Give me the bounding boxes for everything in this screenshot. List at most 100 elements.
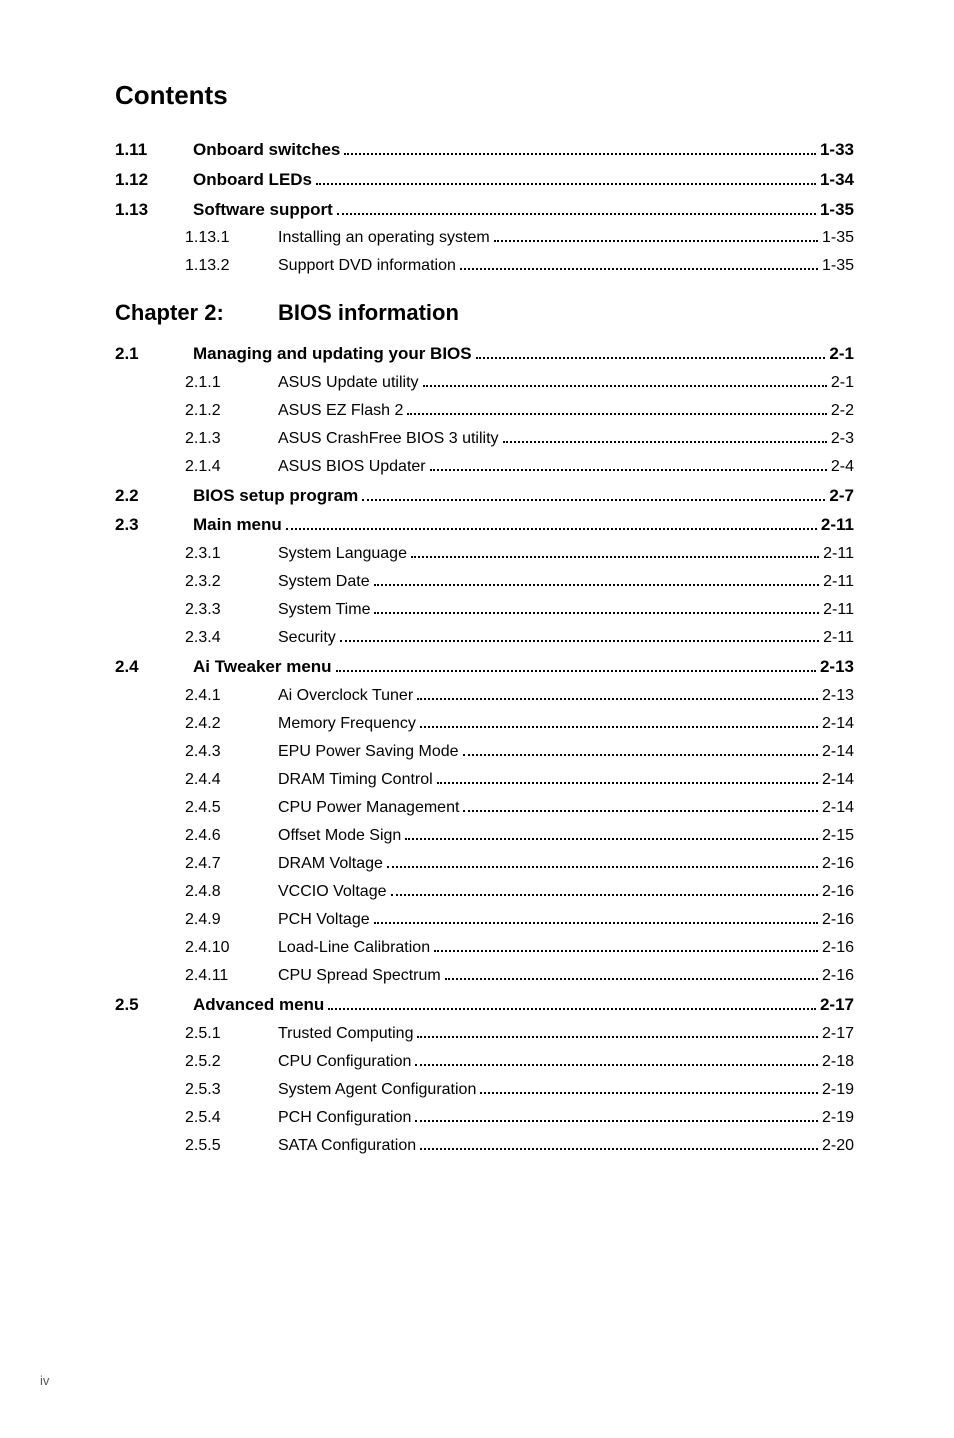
toc-dot-leader <box>437 782 818 784</box>
toc-entry-label: Software support <box>193 195 333 225</box>
toc-dot-leader <box>344 153 816 155</box>
toc-entry: 2.5.4PCH Configuration2-19 <box>115 1104 854 1132</box>
toc-entry-page: 2-7 <box>829 481 854 511</box>
toc-entry-page: 2-15 <box>822 822 854 850</box>
toc-entry-number: 2.4.10 <box>185 934 270 962</box>
toc-entry: 2.1.4ASUS BIOS Updater2-4 <box>115 453 854 481</box>
toc-entry-label: BIOS information <box>278 294 459 333</box>
toc-dot-leader <box>417 1036 818 1038</box>
toc-entry: Chapter 2:BIOS information <box>115 294 854 333</box>
toc-entry-number: 2.4.9 <box>185 906 270 934</box>
toc-entry-page: 2-14 <box>822 794 854 822</box>
toc-entry: 2.1.1ASUS Update utility2-1 <box>115 369 854 397</box>
toc-entry-number: 2.4.3 <box>185 738 270 766</box>
toc-entry: 2.4.11CPU Spread Spectrum2-16 <box>115 962 854 990</box>
toc-dot-leader <box>286 528 817 530</box>
toc-entry: 1.13.2 Support DVD information 1-35 <box>115 252 854 280</box>
toc-entry-number: 2.5.3 <box>185 1076 270 1104</box>
toc-entry-number: 2.5.2 <box>185 1048 270 1076</box>
toc-entry-label: Advanced menu <box>193 990 324 1020</box>
toc-dot-leader <box>316 183 816 185</box>
toc-entry-page: 2-16 <box>822 850 854 878</box>
toc-entry-label: DRAM Timing Control <box>278 766 433 794</box>
toc-entry-label: Main menu <box>193 510 282 540</box>
toc-entry-number: 2.4.6 <box>185 822 270 850</box>
toc-entry-number: 1.13 <box>115 195 185 225</box>
toc-entry: 1.13.1Installing an operating system1-35 <box>115 224 854 252</box>
toc-entry: 2.3.2System Date2-11 <box>115 568 854 596</box>
toc-dot-leader <box>340 640 819 642</box>
toc-entry-page: 2-11 <box>823 596 854 624</box>
toc-dot-leader <box>374 584 820 586</box>
toc-entry-page: 2-11 <box>823 624 854 652</box>
toc-entry-page: 1-35 <box>822 252 854 280</box>
toc-entry-page: 2-16 <box>822 934 854 962</box>
toc-entry-label: EPU Power Saving Mode <box>278 738 459 766</box>
toc-entry: 2.4.9PCH Voltage2-16 <box>115 906 854 934</box>
toc-entry: 2.5.1Trusted Computing2-17 <box>115 1020 854 1048</box>
toc-entry-page: 2-14 <box>822 710 854 738</box>
toc-entry-label: ASUS EZ Flash 2 <box>278 397 403 425</box>
toc-entry-number: 2.4.7 <box>185 850 270 878</box>
toc-entry-number: 1.13.1 <box>185 224 270 252</box>
toc-dot-leader <box>445 978 818 980</box>
toc-entry-label: Support DVD information <box>278 252 456 280</box>
toc-dot-leader <box>430 469 827 471</box>
toc-entry: 1.13Software support1-35 <box>115 195 854 225</box>
toc-entry: 2.4.1Ai Overclock Tuner2-13 <box>115 682 854 710</box>
toc-entry-number: 2.4.5 <box>185 794 270 822</box>
toc-entry-page: 2-17 <box>822 1020 854 1048</box>
toc-entry-number: 2.1.2 <box>185 397 270 425</box>
toc-entry-label: ASUS CrashFree BIOS 3 utility <box>278 425 499 453</box>
toc-entry-label: Trusted Computing <box>278 1020 413 1048</box>
toc-entry: 1.12Onboard LEDs1-34 <box>115 165 854 195</box>
toc-dot-leader <box>415 1120 818 1122</box>
toc-entry-page: 2-19 <box>822 1076 854 1104</box>
toc-entry-number: 2.3 <box>115 510 185 540</box>
toc-entry-page: 2-16 <box>822 962 854 990</box>
toc-entry-number: 2.4.8 <box>185 878 270 906</box>
toc-entry: 1.11Onboard switches1-33 <box>115 135 854 165</box>
toc-dot-leader <box>374 922 818 924</box>
toc-entry-page: 2-1 <box>829 339 854 369</box>
toc-entry-page: 2-11 <box>823 540 854 568</box>
toc-entry: 2.3.3System Time2-11 <box>115 596 854 624</box>
toc-entry-number: 2.4.1 <box>185 682 270 710</box>
toc-entry-number: 2.4 <box>115 652 185 682</box>
toc-entry-label: Ai Overclock Tuner <box>278 682 413 710</box>
toc-entry-label: System Time <box>278 596 370 624</box>
toc-entry-page: 2-14 <box>822 766 854 794</box>
toc-dot-leader <box>480 1092 818 1094</box>
toc-entry: 2.4.6Offset Mode Sign2-15 <box>115 822 854 850</box>
toc-entry-label: Load-Line Calibration <box>278 934 430 962</box>
toc-dot-leader <box>415 1064 818 1066</box>
toc-entry-label: System Language <box>278 540 407 568</box>
toc-entry-label: Security <box>278 624 336 652</box>
toc-entry-page: 2-14 <box>822 738 854 766</box>
toc-entry-number: 1.13.2 <box>185 252 270 280</box>
toc-entry-page: 2-2 <box>831 397 854 425</box>
toc-entry-label: System Date <box>278 568 370 596</box>
toc-entry-label: Installing an operating system <box>278 224 490 252</box>
toc-entry: 2.4.5CPU Power Management2-14 <box>115 794 854 822</box>
toc-entry-number: 2.1.4 <box>185 453 270 481</box>
toc-dot-leader <box>423 385 827 387</box>
toc-entry: 2.1.2 ASUS EZ Flash 2 2-2 <box>115 397 854 425</box>
toc-entry: 2.1Managing and updating your BIOS2-1 <box>115 339 854 369</box>
document-page: Contents 1.11Onboard switches1-331.12Onb… <box>0 0 954 1438</box>
toc-entry-label: System Agent Configuration <box>278 1076 476 1104</box>
toc-entry-label: Onboard switches <box>193 135 340 165</box>
toc-dot-leader <box>387 866 818 868</box>
toc-entry-number: Chapter 2: <box>115 294 270 333</box>
toc-entry-label: CPU Spread Spectrum <box>278 962 441 990</box>
toc-entry-number: 2.3.1 <box>185 540 270 568</box>
toc-entry: 2.5Advanced menu2-17 <box>115 990 854 1020</box>
toc-dot-leader <box>411 556 819 558</box>
toc-entry-page: 2-17 <box>820 990 854 1020</box>
toc-entry-number: 2.2 <box>115 481 185 511</box>
toc-entry: 2.4.7DRAM Voltage2-16 <box>115 850 854 878</box>
toc-entry-label: Onboard LEDs <box>193 165 312 195</box>
toc-dot-leader <box>463 754 818 756</box>
toc-dot-leader <box>391 894 818 896</box>
page-number-footer: iv <box>40 1373 49 1388</box>
